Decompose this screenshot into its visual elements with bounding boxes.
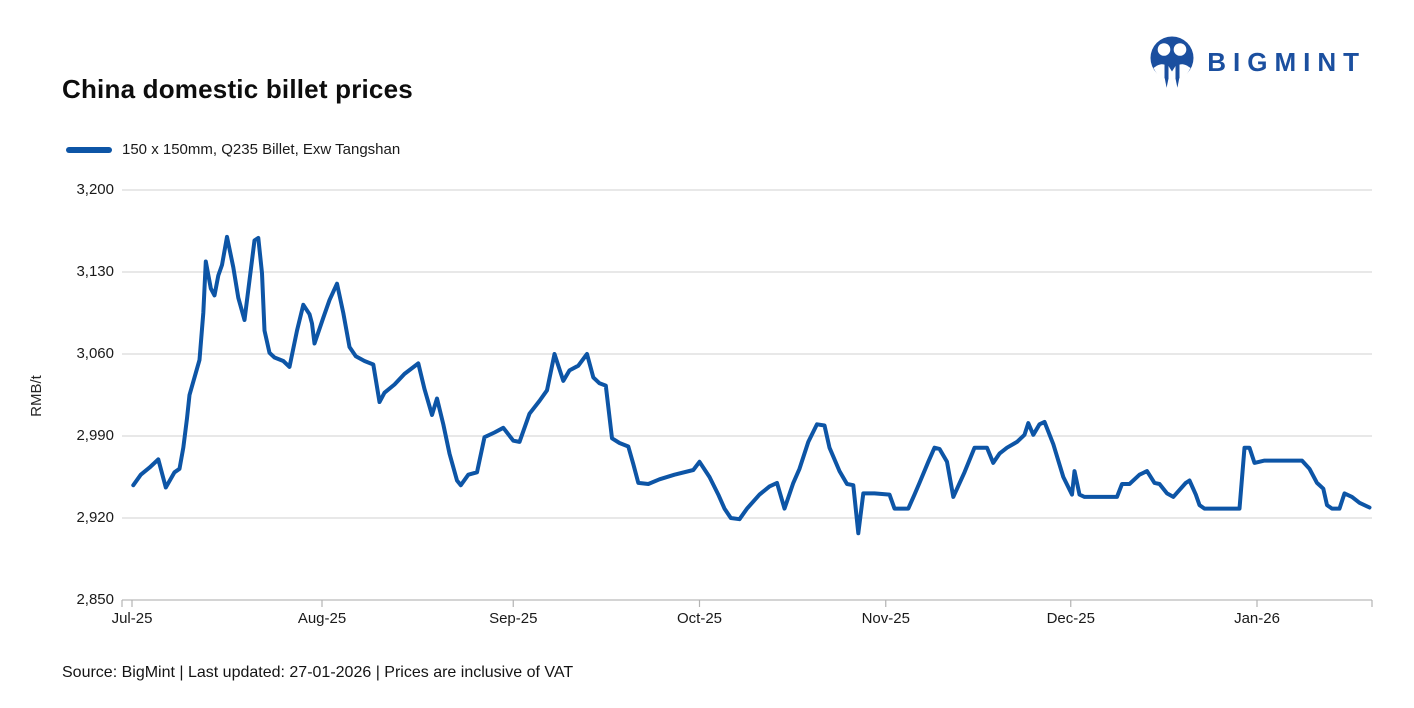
x-tick-label: Nov-25 <box>861 610 910 627</box>
legend-series-label: 150 x 150mm, Q235 Billet, Exw Tangshan <box>122 141 401 158</box>
x-tick-label: Jan-26 <box>1234 610 1280 627</box>
price-series-line <box>131 234 1372 536</box>
bigmint-logo: BIGMINT <box>1149 36 1366 89</box>
y-tick-label: 2,920 <box>76 509 114 526</box>
chart-legend: 150 x 150mm, Q235 Billet, Exw Tangshan <box>66 141 400 158</box>
page-title: China domestic billet prices <box>62 74 413 104</box>
y-tick-label: 3,200 <box>76 181 114 198</box>
y-tick-label: 3,060 <box>76 345 114 362</box>
bigmint-logo-text: BIGMINT <box>1207 47 1366 77</box>
source-note: Source: BigMint | Last updated: 27-01-20… <box>62 664 574 681</box>
x-tick-label: Jul-25 <box>111 610 153 627</box>
x-tick-label: Sep-25 <box>489 610 538 627</box>
x-tick-label: Oct-25 <box>676 610 722 627</box>
bigmint-logo-icon <box>1150 36 1194 88</box>
y-tick-label: 3,130 <box>76 263 114 280</box>
y-tick-label: 2,990 <box>76 427 114 444</box>
y-tick-label: 2,850 <box>76 591 114 608</box>
x-tick-label: Aug-25 <box>297 610 347 627</box>
x-tick-label: Dec-25 <box>1046 610 1095 627</box>
legend-line-swatch <box>66 146 112 153</box>
